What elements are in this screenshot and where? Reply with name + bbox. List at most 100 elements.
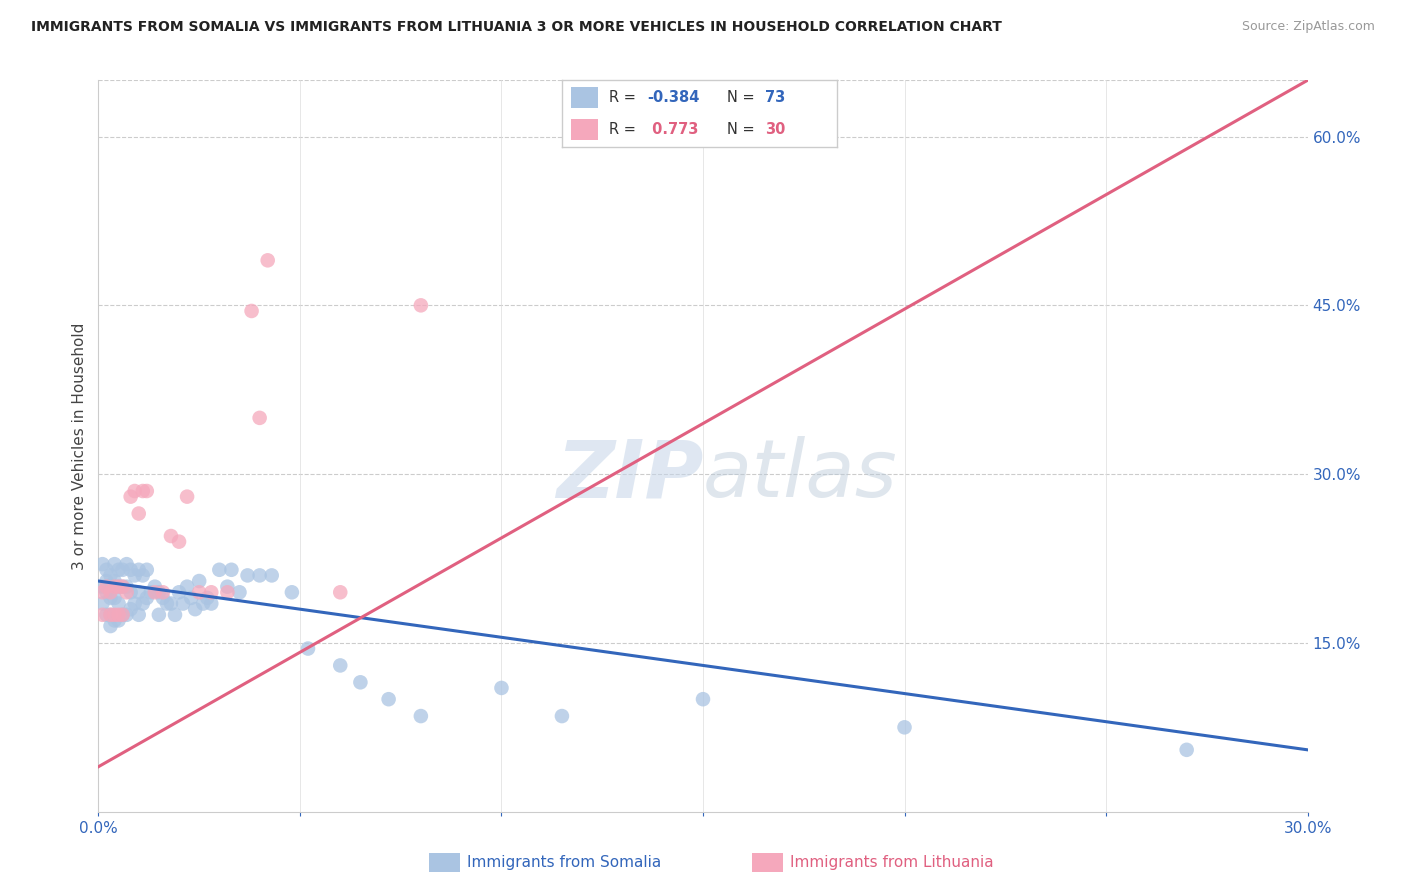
- Text: atlas: atlas: [703, 436, 898, 515]
- Point: [160, 597, 183, 611]
- Text: 73: 73: [765, 90, 786, 105]
- Point: [377, 692, 399, 706]
- Text: -0.384: -0.384: [647, 90, 700, 105]
- Point: [148, 607, 170, 622]
- Point: [103, 591, 125, 605]
- Point: [240, 304, 263, 318]
- Point: [135, 563, 157, 577]
- Point: [103, 580, 125, 594]
- Point: [217, 585, 239, 599]
- Point: [132, 483, 155, 498]
- Point: [120, 563, 142, 577]
- Point: [107, 607, 129, 622]
- Point: [172, 597, 194, 611]
- Point: [115, 580, 138, 594]
- Point: [100, 580, 122, 594]
- Point: [249, 410, 271, 425]
- Point: [96, 574, 118, 588]
- Point: [329, 658, 352, 673]
- Text: N =: N =: [727, 122, 759, 137]
- Point: [91, 557, 114, 571]
- Point: [193, 597, 215, 611]
- Point: [111, 607, 134, 622]
- Point: [111, 607, 134, 622]
- Point: [100, 591, 122, 605]
- Point: [111, 563, 134, 577]
- Point: [409, 298, 432, 312]
- Point: [217, 580, 239, 594]
- Point: [120, 585, 142, 599]
- Point: [115, 557, 138, 571]
- Point: [176, 490, 198, 504]
- Point: [152, 585, 174, 599]
- Point: [128, 563, 150, 577]
- Point: [103, 574, 125, 588]
- Point: [297, 641, 319, 656]
- Point: [167, 585, 190, 599]
- Point: [349, 675, 371, 690]
- Point: [128, 585, 150, 599]
- Point: [692, 692, 714, 706]
- Point: [96, 563, 118, 577]
- Point: [163, 607, 186, 622]
- Y-axis label: 3 or more Vehicles in Household: 3 or more Vehicles in Household: [72, 322, 87, 570]
- Point: [124, 568, 146, 582]
- Point: [152, 591, 174, 605]
- Point: [107, 563, 129, 577]
- Point: [143, 580, 166, 594]
- Point: [107, 597, 129, 611]
- Point: [143, 585, 166, 599]
- Text: N =: N =: [727, 90, 759, 105]
- Point: [195, 591, 218, 605]
- Point: [91, 585, 114, 599]
- Point: [221, 563, 243, 577]
- Point: [176, 580, 198, 594]
- Text: 0.773: 0.773: [647, 122, 699, 137]
- Point: [156, 597, 179, 611]
- Point: [115, 607, 138, 622]
- Point: [107, 580, 129, 594]
- Point: [1175, 743, 1198, 757]
- Text: R =: R =: [609, 122, 641, 137]
- Text: Immigrants from Somalia: Immigrants from Somalia: [467, 855, 661, 870]
- Point: [135, 591, 157, 605]
- Text: ZIP: ZIP: [555, 436, 703, 515]
- Point: [96, 607, 118, 622]
- Point: [120, 602, 142, 616]
- Point: [180, 591, 202, 605]
- Point: [100, 585, 122, 599]
- Point: [188, 585, 211, 599]
- Point: [148, 585, 170, 599]
- Bar: [571, 119, 598, 140]
- Point: [281, 585, 304, 599]
- Point: [115, 585, 138, 599]
- Text: Immigrants from Lithuania: Immigrants from Lithuania: [790, 855, 994, 870]
- Point: [200, 585, 222, 599]
- Point: [107, 614, 129, 628]
- Point: [893, 720, 915, 734]
- Point: [103, 607, 125, 622]
- Point: [329, 585, 352, 599]
- Point: [260, 568, 283, 582]
- Point: [96, 580, 118, 594]
- Point: [139, 585, 162, 599]
- Point: [167, 534, 190, 549]
- Text: 30: 30: [765, 122, 786, 137]
- Bar: [571, 87, 598, 109]
- Text: Source: ZipAtlas.com: Source: ZipAtlas.com: [1241, 20, 1375, 33]
- Point: [128, 607, 150, 622]
- Point: [184, 602, 207, 616]
- Point: [124, 597, 146, 611]
- Point: [91, 607, 114, 622]
- Point: [135, 483, 157, 498]
- Point: [249, 568, 271, 582]
- Point: [200, 597, 222, 611]
- Point: [491, 681, 513, 695]
- Point: [100, 607, 122, 622]
- Point: [103, 614, 125, 628]
- Point: [409, 709, 432, 723]
- Point: [132, 597, 155, 611]
- Point: [124, 483, 146, 498]
- Point: [111, 580, 134, 594]
- Point: [107, 580, 129, 594]
